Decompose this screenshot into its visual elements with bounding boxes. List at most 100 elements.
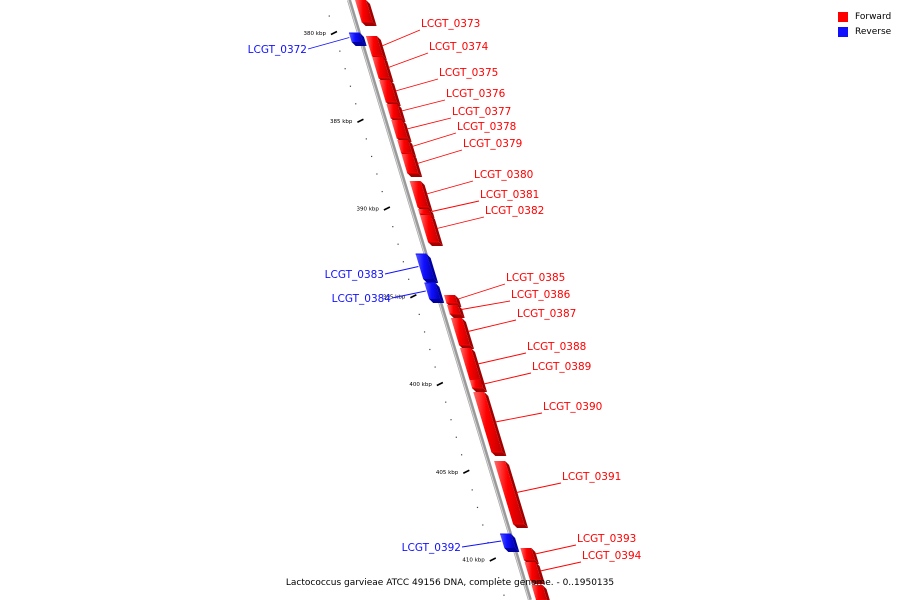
gene-label[interactable]: LCGT_0388 (527, 341, 586, 353)
gene-shadow (461, 318, 475, 349)
gene-lcgt_0393[interactable]: LCGT_0393 (520, 533, 636, 564)
gene-leader-line (401, 99, 446, 112)
gene-label[interactable]: LCGT_0389 (532, 361, 591, 373)
ruler-minor-dot (339, 50, 341, 52)
gene-lcgt_0390[interactable]: LCGT_0390 (473, 392, 602, 456)
gene-label[interactable]: LCGT_0386 (511, 289, 571, 301)
ruler-minor-dot (381, 190, 383, 193)
gene-lcgt_0384[interactable]: LCGT_0384 (332, 282, 445, 305)
gene-label[interactable]: LCGT_0385 (506, 272, 565, 284)
ruler-minor-dot (371, 155, 373, 158)
ruler-minor-dot (408, 278, 410, 280)
ruler-minor-dot (476, 506, 479, 509)
gene-label[interactable]: LCGT_0390 (543, 401, 602, 413)
ruler-minor-dot (344, 68, 346, 70)
gene-shadow (408, 140, 417, 157)
legend-forward: Forward (838, 9, 891, 24)
gene-shadow (531, 548, 539, 564)
gene-lcgt_0383[interactable]: LCGT_0383 (325, 253, 439, 283)
gene-label[interactable]: LCGT_0393 (577, 533, 636, 545)
gene-body (348, 33, 363, 42)
gene-label[interactable]: LCGT_0392 (402, 542, 461, 554)
gene-leader-line (495, 412, 543, 423)
gene-lcgt_0375[interactable]: LCGT_0375 (379, 67, 498, 106)
gene-body (372, 57, 390, 78)
gene-shadow (429, 209, 435, 218)
gene-leader-line (516, 482, 562, 493)
gene-label[interactable]: LCGT_0394 (582, 550, 642, 562)
ruler-minor-dot (397, 243, 399, 245)
gene-body (524, 562, 541, 580)
gene-label[interactable]: LCGT_0380 (474, 169, 533, 181)
gene-body (459, 348, 481, 380)
gene-label[interactable]: LCGT_0379 (463, 138, 522, 150)
gene-lcgt_0380[interactable]: LCGT_0380 (409, 169, 534, 211)
gene-body (424, 283, 441, 299)
gene-body (447, 305, 461, 314)
gene-shadow (412, 154, 423, 177)
gene-shadow-end (407, 173, 423, 177)
gene-shadow (376, 36, 387, 60)
gene-leader-line (431, 200, 480, 212)
ruler-minor-dot (482, 524, 484, 526)
gene-partial[interactable] (355, 0, 377, 26)
ruler-major-tick (462, 469, 470, 474)
gene-label[interactable]: LCGT_0387 (517, 308, 576, 320)
gene-leader-line (426, 180, 474, 195)
ruler-minor-dot (328, 15, 330, 17)
ruler-minor-dot (365, 138, 367, 140)
ruler-minor-dot (392, 226, 394, 228)
gene-label[interactable]: LCGT_0378 (457, 121, 516, 133)
ruler-label: 390 kbp (356, 207, 379, 213)
gene-lcgt_0391[interactable]: LCGT_0391 (494, 461, 621, 528)
gene-partial[interactable] (531, 585, 551, 600)
ruler-minor-dot (471, 489, 473, 491)
ruler-label: 400 kbp (409, 382, 432, 388)
ruler-minor-dot (402, 261, 404, 263)
ruler-minor-dot (445, 401, 447, 403)
gene-shadow (480, 380, 488, 392)
gene-label[interactable]: LCGT_0372 (248, 44, 307, 56)
gene-leader-line (381, 29, 421, 47)
gene-lcgt_0381[interactable]: LCGT_0381 (418, 189, 539, 218)
gene-shadow-end (529, 580, 545, 584)
gene-label[interactable]: LCGT_0375 (439, 67, 498, 79)
gene-lcgt_0376[interactable]: LCGT_0376 (386, 88, 506, 122)
gene-label[interactable]: LCGT_0374 (429, 41, 489, 53)
gene-label[interactable]: LCGT_0381 (480, 189, 539, 201)
gene-leader-line (307, 37, 350, 50)
gene-lcgt_0378[interactable]: LCGT_0378 (397, 121, 516, 157)
ruler-minor-dot (349, 85, 352, 87)
gene-label[interactable]: LCGT_0373 (421, 18, 480, 30)
gene-lcgt_0385[interactable]: LCGT_0385 (443, 272, 565, 307)
reverse-swatch (838, 26, 848, 37)
gene-label[interactable]: LCGT_0384 (332, 293, 392, 305)
gene-body (397, 140, 413, 153)
gene-leader-line (458, 283, 506, 300)
gene-lcgt_0392[interactable]: LCGT_0392 (402, 533, 520, 554)
gene-leader-line (395, 78, 439, 92)
gene-label[interactable]: LCGT_0376 (446, 88, 506, 100)
gene-shadow (397, 104, 406, 122)
minor-ticks (328, 15, 505, 596)
gene-label[interactable]: LCGT_0382 (485, 205, 544, 217)
gene-shadow-end (491, 452, 507, 456)
gene-shadow-end (513, 524, 529, 528)
gene-body (473, 392, 503, 452)
gene-lcgt_0382[interactable]: LCGT_0382 (419, 205, 544, 246)
gene-body (469, 380, 484, 388)
gene-lcgt_0389[interactable]: LCGT_0389 (469, 361, 592, 392)
gene-lcgt_0379[interactable]: LCGT_0379 (401, 138, 522, 177)
gene-lcgt_0386[interactable]: LCGT_0386 (447, 289, 571, 318)
gene-label[interactable]: LCGT_0383 (325, 269, 384, 281)
gene-label[interactable]: LCGT_0391 (562, 471, 621, 483)
gene-lcgt_0372[interactable]: LCGT_0372 (248, 32, 367, 56)
ruler-minor-dot (487, 541, 489, 544)
ruler-minor-dot (355, 103, 357, 105)
gene-lcgt_0373[interactable]: LCGT_0373 (365, 18, 480, 60)
gene-label[interactable]: LCGT_0377 (452, 106, 511, 118)
gene-shadow (454, 295, 462, 307)
gene-lcgt_0387[interactable]: LCGT_0387 (450, 308, 576, 349)
gene-leader-line (384, 266, 419, 275)
gene-lcgt_0394[interactable]: LCGT_0394 (524, 550, 642, 584)
